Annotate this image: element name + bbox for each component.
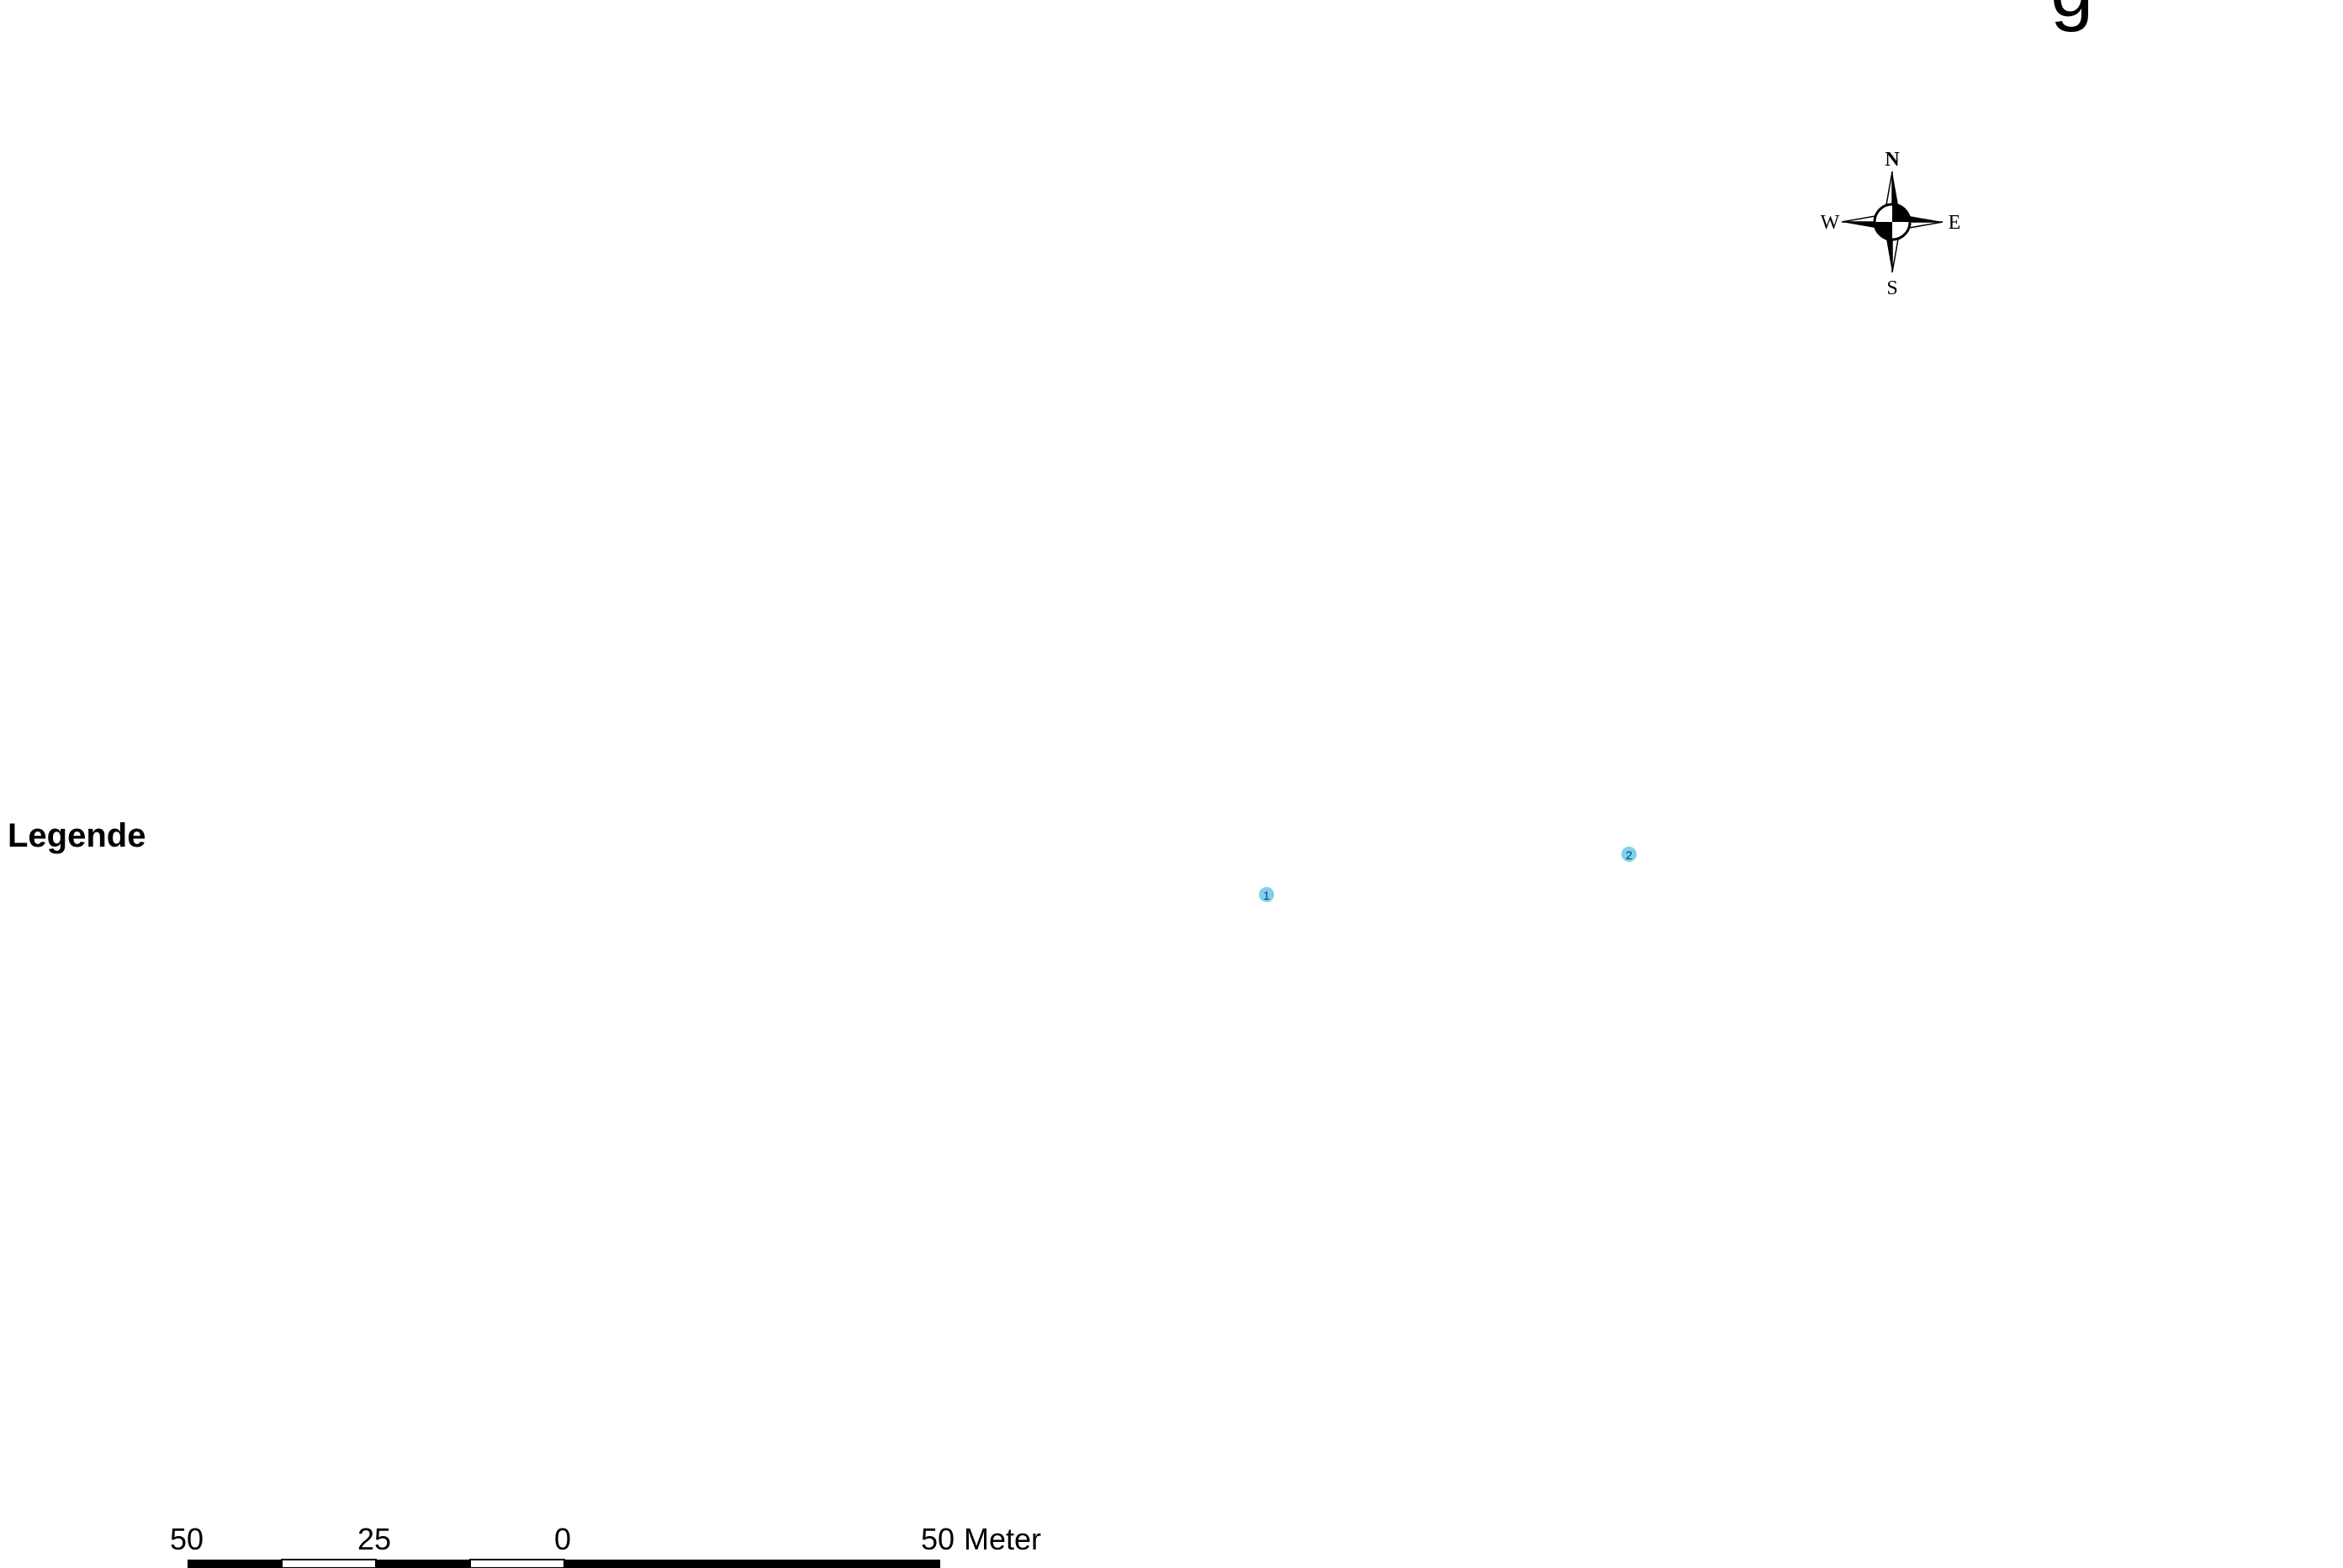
map-title-fragment: g: [2050, 0, 2093, 29]
scale-label: 50: [170, 1522, 204, 1556]
compass-south: S: [1886, 277, 1897, 299]
measure-point-2: 2: [1621, 847, 1637, 862]
legend-title: Legende: [8, 817, 146, 854]
compass-east: E: [1949, 212, 1961, 234]
svg-text:1: 1: [1263, 889, 1270, 902]
measure-point-1: 1: [1259, 887, 1274, 902]
scale-label: 50: [921, 1522, 955, 1556]
scale-bar: [188, 1559, 940, 1568]
scale-label: 25: [357, 1522, 392, 1556]
scale-unit: Meter: [964, 1522, 1042, 1556]
compass-west: W: [1821, 212, 1840, 234]
legend: Legende: [8, 817, 145, 862]
scale-label: 0: [554, 1522, 572, 1556]
svg-text:2: 2: [1626, 848, 1632, 862]
scale-bar-labels: 50 25 0 50 Meter: [0, 1522, 1093, 1556]
compass-rose-icon: N S E W: [1821, 149, 1961, 299]
compass-north: N: [1885, 149, 1900, 171]
